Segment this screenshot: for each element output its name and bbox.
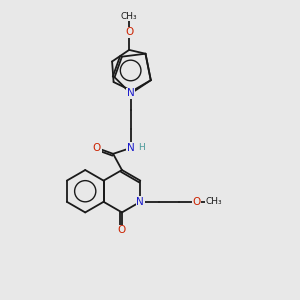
Text: N: N xyxy=(136,197,144,207)
Text: H: H xyxy=(138,143,145,152)
Text: N: N xyxy=(127,143,135,153)
Text: CH₃: CH₃ xyxy=(121,11,137,20)
Text: O: O xyxy=(192,197,200,207)
Text: O: O xyxy=(118,225,126,235)
Text: CH₃: CH₃ xyxy=(206,197,222,206)
Text: N: N xyxy=(127,88,135,98)
Text: O: O xyxy=(93,143,101,153)
Text: O: O xyxy=(125,27,133,37)
